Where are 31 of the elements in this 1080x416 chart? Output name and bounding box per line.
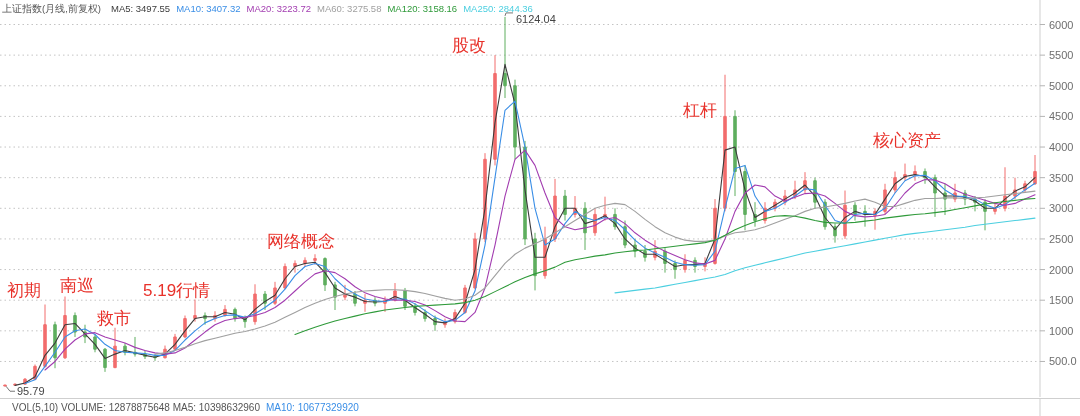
y-tick-label: 6000 bbox=[1049, 18, 1074, 31]
y-tick-label: 2000 bbox=[1049, 263, 1074, 276]
legend-item: MA60: 3275.58 bbox=[317, 2, 382, 14]
annotation: 网络概念 bbox=[267, 231, 335, 251]
y-tick-label: 5000 bbox=[1049, 79, 1074, 92]
annotation: 95.79 bbox=[17, 385, 45, 398]
y-tick-label: 3000 bbox=[1049, 202, 1074, 215]
y-tick-label: 4500 bbox=[1049, 110, 1074, 123]
y-tick-label: 500.0 bbox=[1049, 355, 1077, 368]
annotation: VOL(5,10) VOLUME: 12878875648 MA5: 10398632960 bbox=[12, 401, 260, 413]
legend-item: MA10: 3407.32 bbox=[176, 2, 241, 14]
y-tick-label: 4000 bbox=[1049, 141, 1074, 154]
legend-item: MA120: 3158.16 bbox=[387, 2, 458, 14]
annotation: 6124.04 bbox=[516, 12, 556, 25]
title: 上证指数(月线,前复权) bbox=[2, 2, 101, 14]
annotation: 核心资产 bbox=[873, 130, 941, 150]
annotation: 5.19行情 bbox=[143, 280, 211, 300]
y-tick-label: 3500 bbox=[1049, 171, 1074, 184]
y-tick-label: 1000 bbox=[1049, 324, 1074, 337]
annotation: 救市 bbox=[97, 308, 131, 328]
annotation: MA10: 10677329920 bbox=[265, 401, 359, 413]
y-tick-label: 1500 bbox=[1049, 294, 1074, 307]
y-tick-label: 2500 bbox=[1049, 232, 1074, 245]
y-tick-label: 5500 bbox=[1049, 49, 1074, 62]
annotation: 初期 bbox=[7, 280, 41, 300]
annotation: 杠杆 bbox=[683, 100, 717, 120]
legend-item: MA5: 3497.55 bbox=[110, 2, 171, 14]
annotation: 股改 bbox=[452, 35, 486, 55]
annotation: 南巡 bbox=[60, 275, 94, 295]
legend-item: MA20: 3223.72 bbox=[246, 2, 311, 14]
legend-item: MA250: 2844.36 bbox=[463, 2, 533, 14]
